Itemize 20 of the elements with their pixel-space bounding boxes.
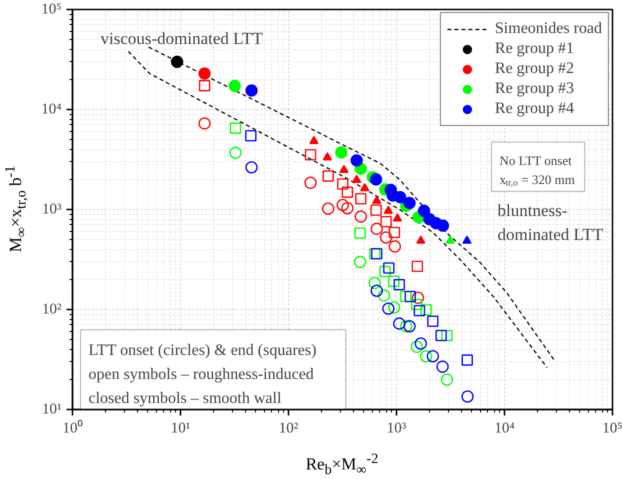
legend-label: Re group #2 — [494, 60, 574, 78]
x-tick-label: 10¹ — [170, 420, 190, 436]
legend-label: Re group #1 — [494, 40, 574, 58]
annotation: bluntness- dominated LTT — [498, 201, 604, 244]
legend-label: Simeonides road — [494, 20, 602, 38]
x-tick-label: 10² — [278, 420, 299, 436]
x-tick-label: 10⁰ — [62, 420, 82, 436]
y-tick-label: 10⁵ — [41, 2, 62, 18]
x-tick-label: 10⁴ — [494, 420, 515, 436]
y-tick-label: 10² — [42, 302, 62, 318]
annotation: LTT onset (circles) & end (squares) open symbols – roughness-induced closed symbols – smooth wall — [88, 342, 316, 407]
y-tick-label: 10¹ — [42, 402, 62, 418]
y-tick-label: 10⁴ — [41, 102, 62, 118]
x-tick-label: 10³ — [386, 420, 407, 436]
annotation: viscous-dominated LTT — [100, 29, 264, 48]
legend-label: Re group #3 — [494, 80, 574, 98]
x-tick-label: 10⁵ — [602, 420, 622, 436]
annotation: No LTT onset xtr,o = 320 mm — [500, 153, 575, 188]
legend-label: Re group #4 — [494, 100, 574, 118]
y-tick-label: 10³ — [42, 202, 62, 218]
